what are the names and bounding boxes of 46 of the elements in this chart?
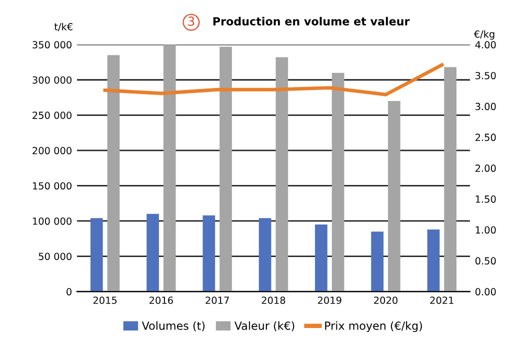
bar bbox=[427, 229, 440, 292]
y2-tick-label: 1.00 bbox=[476, 226, 496, 234]
bar bbox=[220, 46, 232, 292]
y-tick-label: 50 000 bbox=[38, 252, 72, 260]
y2-tick-label: 3.50 bbox=[476, 72, 496, 80]
x-tick-label: 2018 bbox=[262, 296, 286, 304]
bar bbox=[332, 72, 344, 292]
text: 3 bbox=[188, 16, 194, 26]
bar bbox=[258, 218, 272, 292]
bar bbox=[276, 57, 288, 292]
y2-tick-label: 1.50 bbox=[476, 195, 496, 203]
bar bbox=[371, 232, 384, 292]
x-tick-label: 2019 bbox=[318, 296, 342, 304]
y2-tick-label: 0.00 bbox=[475, 288, 496, 296]
x-tick-label: 2017 bbox=[206, 296, 229, 304]
y2-tick-label: 3.00 bbox=[476, 102, 496, 110]
bar bbox=[315, 224, 328, 292]
y-tick-label: 150 000 bbox=[32, 182, 72, 190]
y-axis-title: t/k€ bbox=[54, 22, 72, 32]
y-tick-label: 250 000 bbox=[32, 112, 72, 119]
bar bbox=[107, 55, 120, 292]
x-tick-label: 2015 bbox=[93, 296, 117, 304]
y-tick-label: 200 000 bbox=[32, 146, 72, 154]
bar bbox=[444, 67, 456, 292]
bar bbox=[146, 214, 159, 292]
x-tick-label: 2021 bbox=[430, 296, 454, 304]
y-tick-label: 350 000 bbox=[32, 41, 72, 48]
y2-tick-label: 2.00 bbox=[476, 164, 496, 172]
y-tick-label: 300 000 bbox=[32, 76, 72, 84]
x-tick-label: 2016 bbox=[150, 296, 173, 304]
bar bbox=[388, 101, 400, 292]
y2-tick-label: 0.50 bbox=[475, 257, 496, 265]
x-tick-label: 2020 bbox=[374, 296, 398, 304]
bar bbox=[163, 44, 176, 292]
legend-label: Volumes (t) bbox=[142, 321, 205, 332]
y2-tick-label: 2.50 bbox=[476, 134, 496, 142]
y-tick-label: 0 bbox=[66, 288, 72, 296]
line-series bbox=[103, 63, 444, 96]
y2-tick-label: 4.00 bbox=[475, 41, 496, 48]
chart-title: Production en volume et valeur bbox=[213, 16, 410, 26]
legend-label: Prix moyen (€/kg) bbox=[325, 321, 422, 332]
y2-axis-title: €/kg bbox=[474, 30, 494, 40]
bar bbox=[90, 218, 103, 292]
legend-label: Valeur (k€) bbox=[234, 321, 294, 332]
y-tick-label: 100 000 bbox=[32, 217, 72, 225]
bar bbox=[202, 215, 216, 292]
